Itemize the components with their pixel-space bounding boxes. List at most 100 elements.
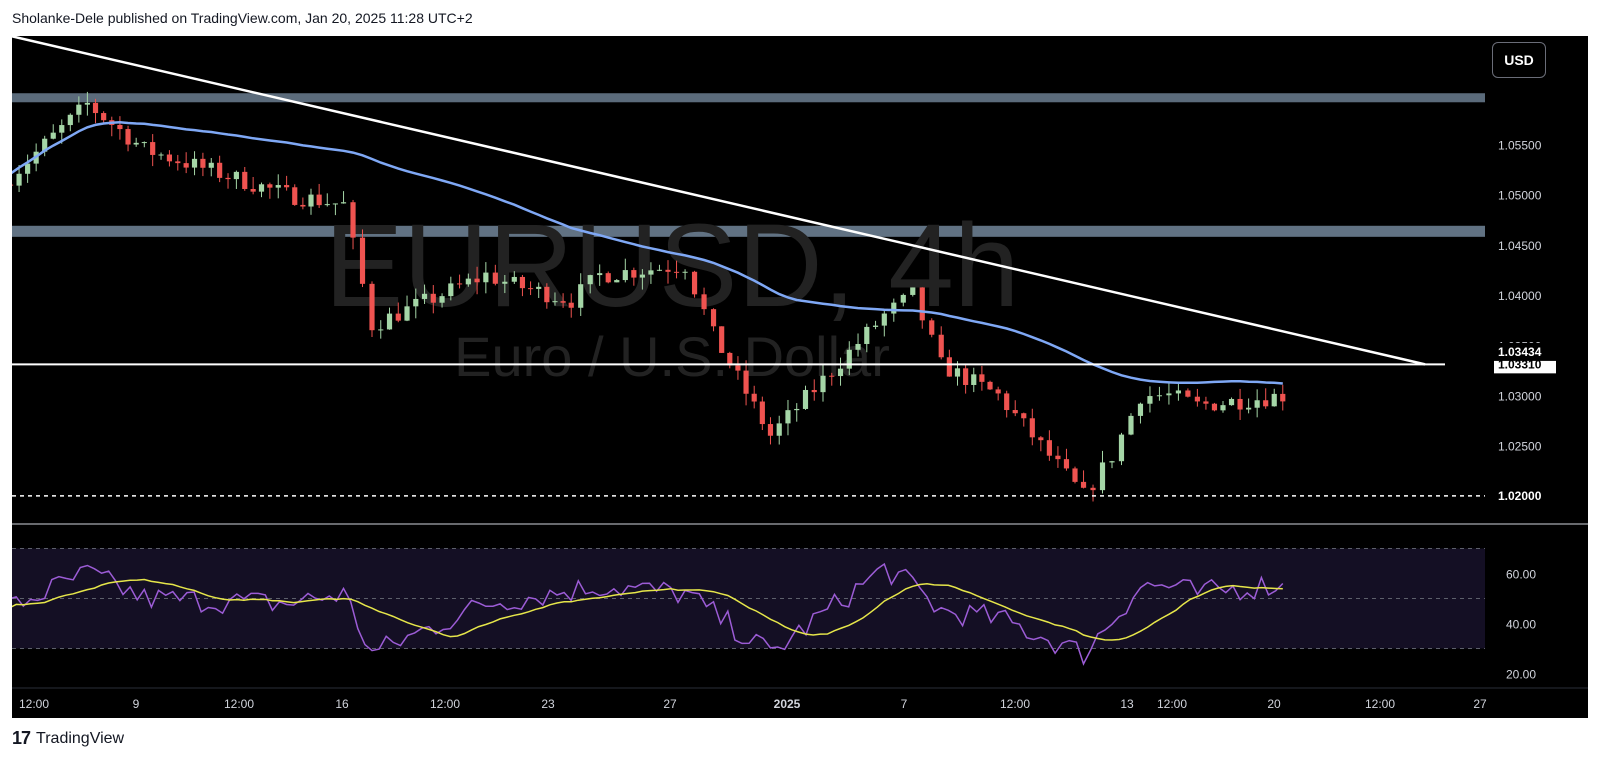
candle-body <box>465 278 471 285</box>
candle-body <box>665 269 671 272</box>
candle-body <box>954 368 961 377</box>
time-tick-label: 16 <box>335 697 349 711</box>
candle-body <box>1063 459 1070 469</box>
currency-button[interactable]: USD <box>1492 42 1546 78</box>
descending-trendline <box>12 36 1426 366</box>
candle-body <box>946 357 952 377</box>
watermark-name: Euro / U.S. Dollar <box>454 325 890 388</box>
time-tick-label: 12:00 <box>1157 697 1187 711</box>
candle-body <box>855 343 861 350</box>
candle-body <box>340 202 347 204</box>
candle-body <box>938 334 944 358</box>
candle-body <box>421 293 428 299</box>
candle-body <box>872 325 879 327</box>
candle-body <box>308 194 314 207</box>
time-tick-label: 7 <box>901 697 908 711</box>
candle-body <box>483 272 489 283</box>
candle-body <box>413 298 419 307</box>
candle-body <box>125 129 131 145</box>
time-tick-label: 9 <box>133 697 140 711</box>
candle-body <box>141 142 147 144</box>
candle-body <box>614 280 620 283</box>
candle-body <box>587 275 593 285</box>
candle-body <box>1228 398 1235 406</box>
candle-body <box>987 381 993 390</box>
candle-body <box>536 286 542 289</box>
candle-body <box>891 302 897 314</box>
time-tick-label: 12:00 <box>19 697 49 711</box>
candle-body <box>527 288 534 290</box>
candle-body <box>1090 487 1096 491</box>
candle-body <box>1220 405 1226 411</box>
candle-body <box>1021 413 1027 419</box>
price-tick-label: 1.04500 <box>1498 239 1542 253</box>
time-tick-label: 12:00 <box>430 697 460 711</box>
candle-body <box>359 237 366 284</box>
supply-zone <box>12 225 1485 237</box>
candle-body <box>1109 461 1115 463</box>
candle-body <box>1072 468 1078 482</box>
candle-body <box>963 368 969 385</box>
candle-body <box>900 294 906 303</box>
candle-body <box>292 187 298 205</box>
candle-body <box>1271 393 1277 407</box>
candle-body <box>751 393 757 402</box>
candle-body <box>275 185 281 188</box>
candle-body <box>837 368 844 377</box>
candle-body <box>1280 393 1286 402</box>
time-tick-label: 13 <box>1120 697 1134 711</box>
candle-body <box>631 270 637 278</box>
candles <box>12 91 1286 502</box>
price-tick-label: 1.02500 <box>1498 440 1542 454</box>
rsi-ma-line <box>12 578 1283 641</box>
candle-body <box>492 272 498 284</box>
candle-body <box>1128 415 1134 435</box>
rsi-tick-label: 60.00 <box>1506 568 1536 582</box>
candle-body <box>225 177 231 180</box>
publish-info: Sholanke-Dele published on TradingView.c… <box>12 10 473 26</box>
candle-body <box>101 113 107 121</box>
candle-body <box>971 374 977 385</box>
candle-body <box>979 374 985 382</box>
candle-body <box>332 203 338 205</box>
candle-body <box>474 278 480 283</box>
candle-body <box>1080 481 1087 488</box>
candle-body <box>12 184 14 186</box>
candle-body <box>175 161 181 164</box>
candle-body <box>378 329 384 331</box>
tradingview-logo-icon: 17 <box>12 728 31 748</box>
candle-body <box>430 293 436 303</box>
candle-body <box>448 283 454 297</box>
candle-body <box>864 326 870 344</box>
candle-body <box>1194 396 1200 402</box>
candle-body <box>719 326 725 353</box>
candle-body <box>1156 395 1163 397</box>
moving-average-line <box>12 121 1283 385</box>
candle-body <box>1055 455 1061 460</box>
candle-body <box>324 204 330 206</box>
candle-body <box>117 124 123 130</box>
candle-body <box>622 270 628 281</box>
candle-body <box>191 158 198 168</box>
candle-body <box>544 286 550 303</box>
time-tick-label: 2025 <box>774 697 801 711</box>
candle-body <box>350 202 356 238</box>
candle-body <box>1046 440 1052 456</box>
candle-body <box>316 194 322 206</box>
candle-body <box>166 154 173 162</box>
candle-body <box>776 423 782 436</box>
time-tick-label: 12:00 <box>1000 697 1030 711</box>
time-tick-label: 27 <box>1473 697 1487 711</box>
candle-body <box>25 163 31 174</box>
candle-body <box>1254 400 1260 408</box>
candle-body <box>150 142 156 155</box>
candle-body <box>1246 407 1252 410</box>
candle-body <box>560 301 566 303</box>
candle-body <box>1118 434 1125 462</box>
candle-body <box>1237 398 1243 410</box>
candle-body <box>284 185 290 188</box>
candle-body <box>1012 410 1018 414</box>
tradingview-brand: TradingView <box>36 729 125 747</box>
candle-body <box>682 271 688 273</box>
